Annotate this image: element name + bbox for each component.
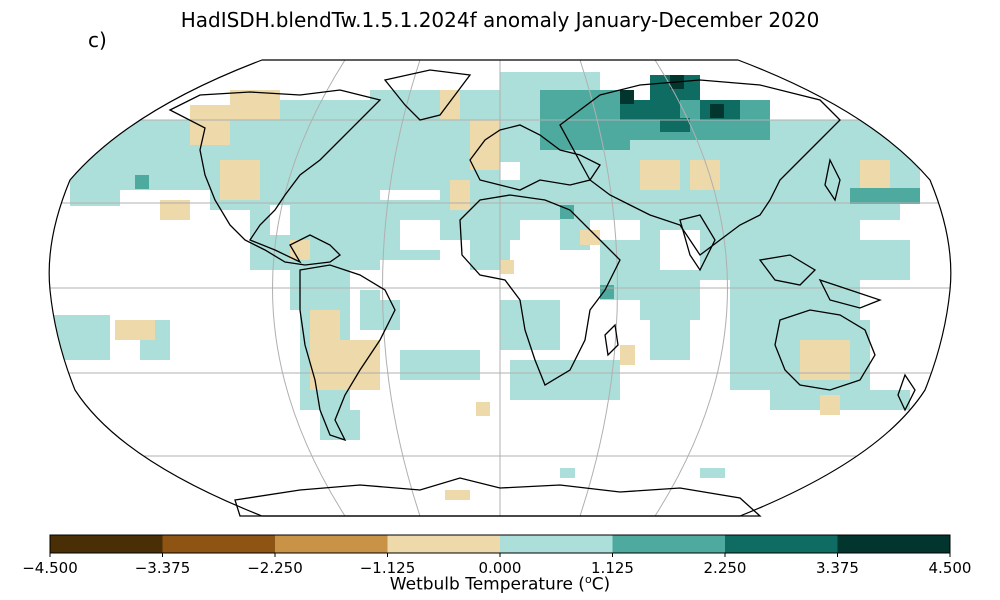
map-title: HadISDH.blendTw.1.5.1.2024f anomaly Janu… [180, 8, 820, 32]
colorbar-tick-label: 4.500 [929, 559, 972, 577]
world-map [48, 59, 952, 517]
colorbar-segment [387, 535, 501, 553]
colorbar-segment [837, 535, 951, 553]
colorbar-tick-label: −2.250 [247, 559, 303, 577]
panel-label: c) [88, 28, 107, 52]
colorbar-segment [500, 535, 613, 553]
colorbar-tick-label: −1.125 [360, 559, 416, 577]
graticule [49, 60, 951, 516]
colorbar-tick-label: 1.125 [591, 559, 634, 577]
colorbar-segment [275, 535, 388, 553]
colorbar-tick-label: −4.500 [22, 559, 78, 577]
colorbar-label: Wetbulb Temperature (oC) [389, 573, 611, 595]
colorbar-tick-label: 0.000 [479, 559, 522, 577]
coastlines [168, 69, 916, 517]
colorbar-segment [50, 535, 163, 553]
colorbar-tick-label: −3.375 [135, 559, 191, 577]
anomaly-grid [50, 72, 920, 500]
colorbar-segment [725, 535, 838, 553]
colorbar-segment [612, 535, 726, 553]
globe-outline [48, 59, 952, 517]
colorbar-tick-label: 2.250 [704, 559, 747, 577]
colorbar-tick-label: 3.375 [816, 559, 859, 577]
colorbar-segment [162, 535, 276, 553]
